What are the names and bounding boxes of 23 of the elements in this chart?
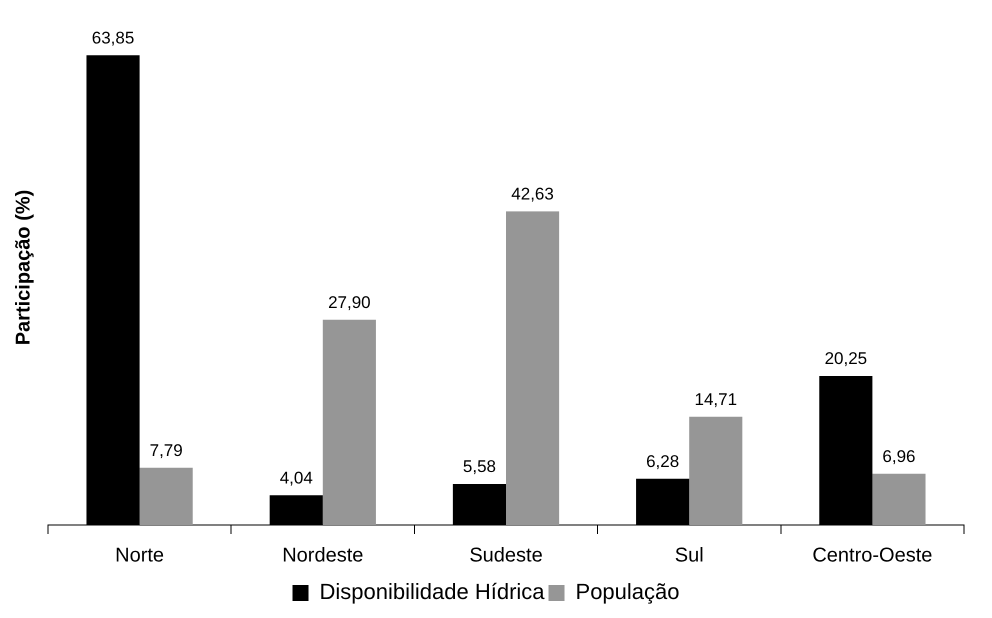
bar (689, 416, 742, 525)
bar (322, 320, 376, 525)
data-label: 42,63 (511, 184, 554, 204)
bar (872, 474, 926, 525)
legend-label: Disponibilidade Hídrica (320, 579, 546, 604)
x-tick-label: Sul (674, 544, 704, 567)
x-tick-label: Norte (115, 544, 164, 567)
data-label: 63,85 (92, 28, 134, 48)
y-axis-title: Participação (%) (12, 190, 35, 346)
data-label: 14,71 (694, 390, 738, 409)
x-tick-label: Nordeste (282, 544, 364, 567)
data-label: 4,04 (280, 468, 313, 488)
bar (506, 211, 560, 525)
x-tick-label: Centro-Oeste (812, 544, 932, 567)
x-tick-label: Sudeste (469, 544, 543, 567)
data-label: 27,90 (328, 292, 371, 312)
data-label: 20,25 (824, 349, 868, 368)
data-label: 7,79 (150, 440, 183, 460)
legend-label: População (576, 579, 680, 604)
bar (140, 468, 193, 525)
data-label: 6,28 (646, 452, 680, 471)
data-label: 6,96 (882, 446, 916, 466)
data-label: 5,58 (462, 457, 496, 476)
